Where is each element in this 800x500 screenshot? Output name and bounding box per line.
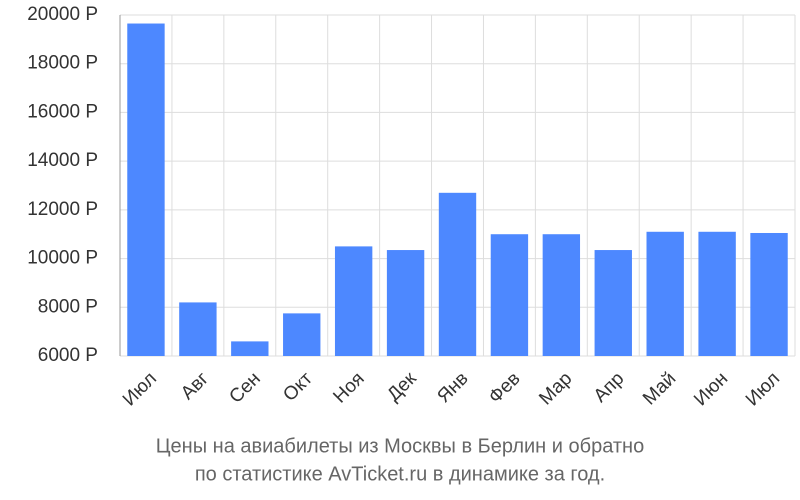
x-tick-label: Окт <box>279 368 317 406</box>
bar <box>490 234 529 356</box>
bar <box>646 231 684 356</box>
x-tick-label: Апр <box>590 368 629 407</box>
x-tick-label: Сен <box>225 368 264 407</box>
caption-line: Цены на авиабилеты из Москвы в Берлин и … <box>156 435 644 457</box>
x-tick-label: Ноя <box>329 368 368 407</box>
bar <box>231 341 269 356</box>
bar <box>386 250 425 356</box>
caption-line: по статистике AvTicket.ru в динамике за … <box>195 463 605 485</box>
x-tick-label: Дек <box>383 368 421 406</box>
y-tick-label: 10000 Р <box>27 248 98 269</box>
bar <box>542 234 581 356</box>
bar <box>750 232 788 356</box>
bar <box>594 250 632 356</box>
bar <box>334 246 373 356</box>
bar <box>283 313 321 356</box>
y-tick-label: 18000 Р <box>27 53 98 74</box>
x-tick-label: Май <box>639 368 680 409</box>
x-tick-label: Авг <box>177 368 213 404</box>
y-tick-label: 8000 Р <box>38 296 98 317</box>
x-tick-label: Июл <box>119 368 161 410</box>
bar <box>438 192 477 356</box>
x-tick-label: Мар <box>535 368 576 409</box>
y-tick-label: 12000 Р <box>27 199 98 220</box>
y-tick-label: 20000 Р <box>27 4 98 25</box>
y-tick-label: 6000 Р <box>38 345 98 366</box>
x-tick-label: Июл <box>742 368 784 410</box>
y-tick-label: 16000 Р <box>27 101 98 122</box>
bar <box>698 231 736 356</box>
bar <box>127 23 165 357</box>
x-tick-label: Июн <box>690 368 732 410</box>
x-tick-label: Фев <box>485 368 525 408</box>
bar <box>179 302 217 356</box>
y-tick-label: 14000 Р <box>27 150 98 171</box>
x-tick-label: Янв <box>433 368 472 407</box>
